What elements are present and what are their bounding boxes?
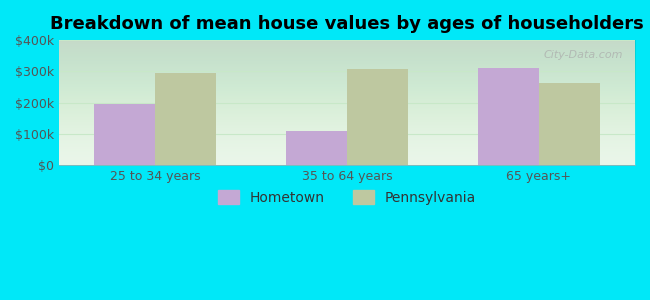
Bar (347, 69, 408, 165)
Bar (94, 104, 155, 165)
Bar (155, 74, 216, 165)
Legend: Hometown, Pennsylvania: Hometown, Pennsylvania (213, 184, 482, 210)
Bar (478, 68, 539, 165)
Bar (539, 83, 601, 165)
Bar (285, 130, 347, 165)
Title: Breakdown of mean house values by ages of householders: Breakdown of mean house values by ages o… (50, 15, 644, 33)
Text: City-Data.com: City-Data.com (544, 50, 623, 60)
